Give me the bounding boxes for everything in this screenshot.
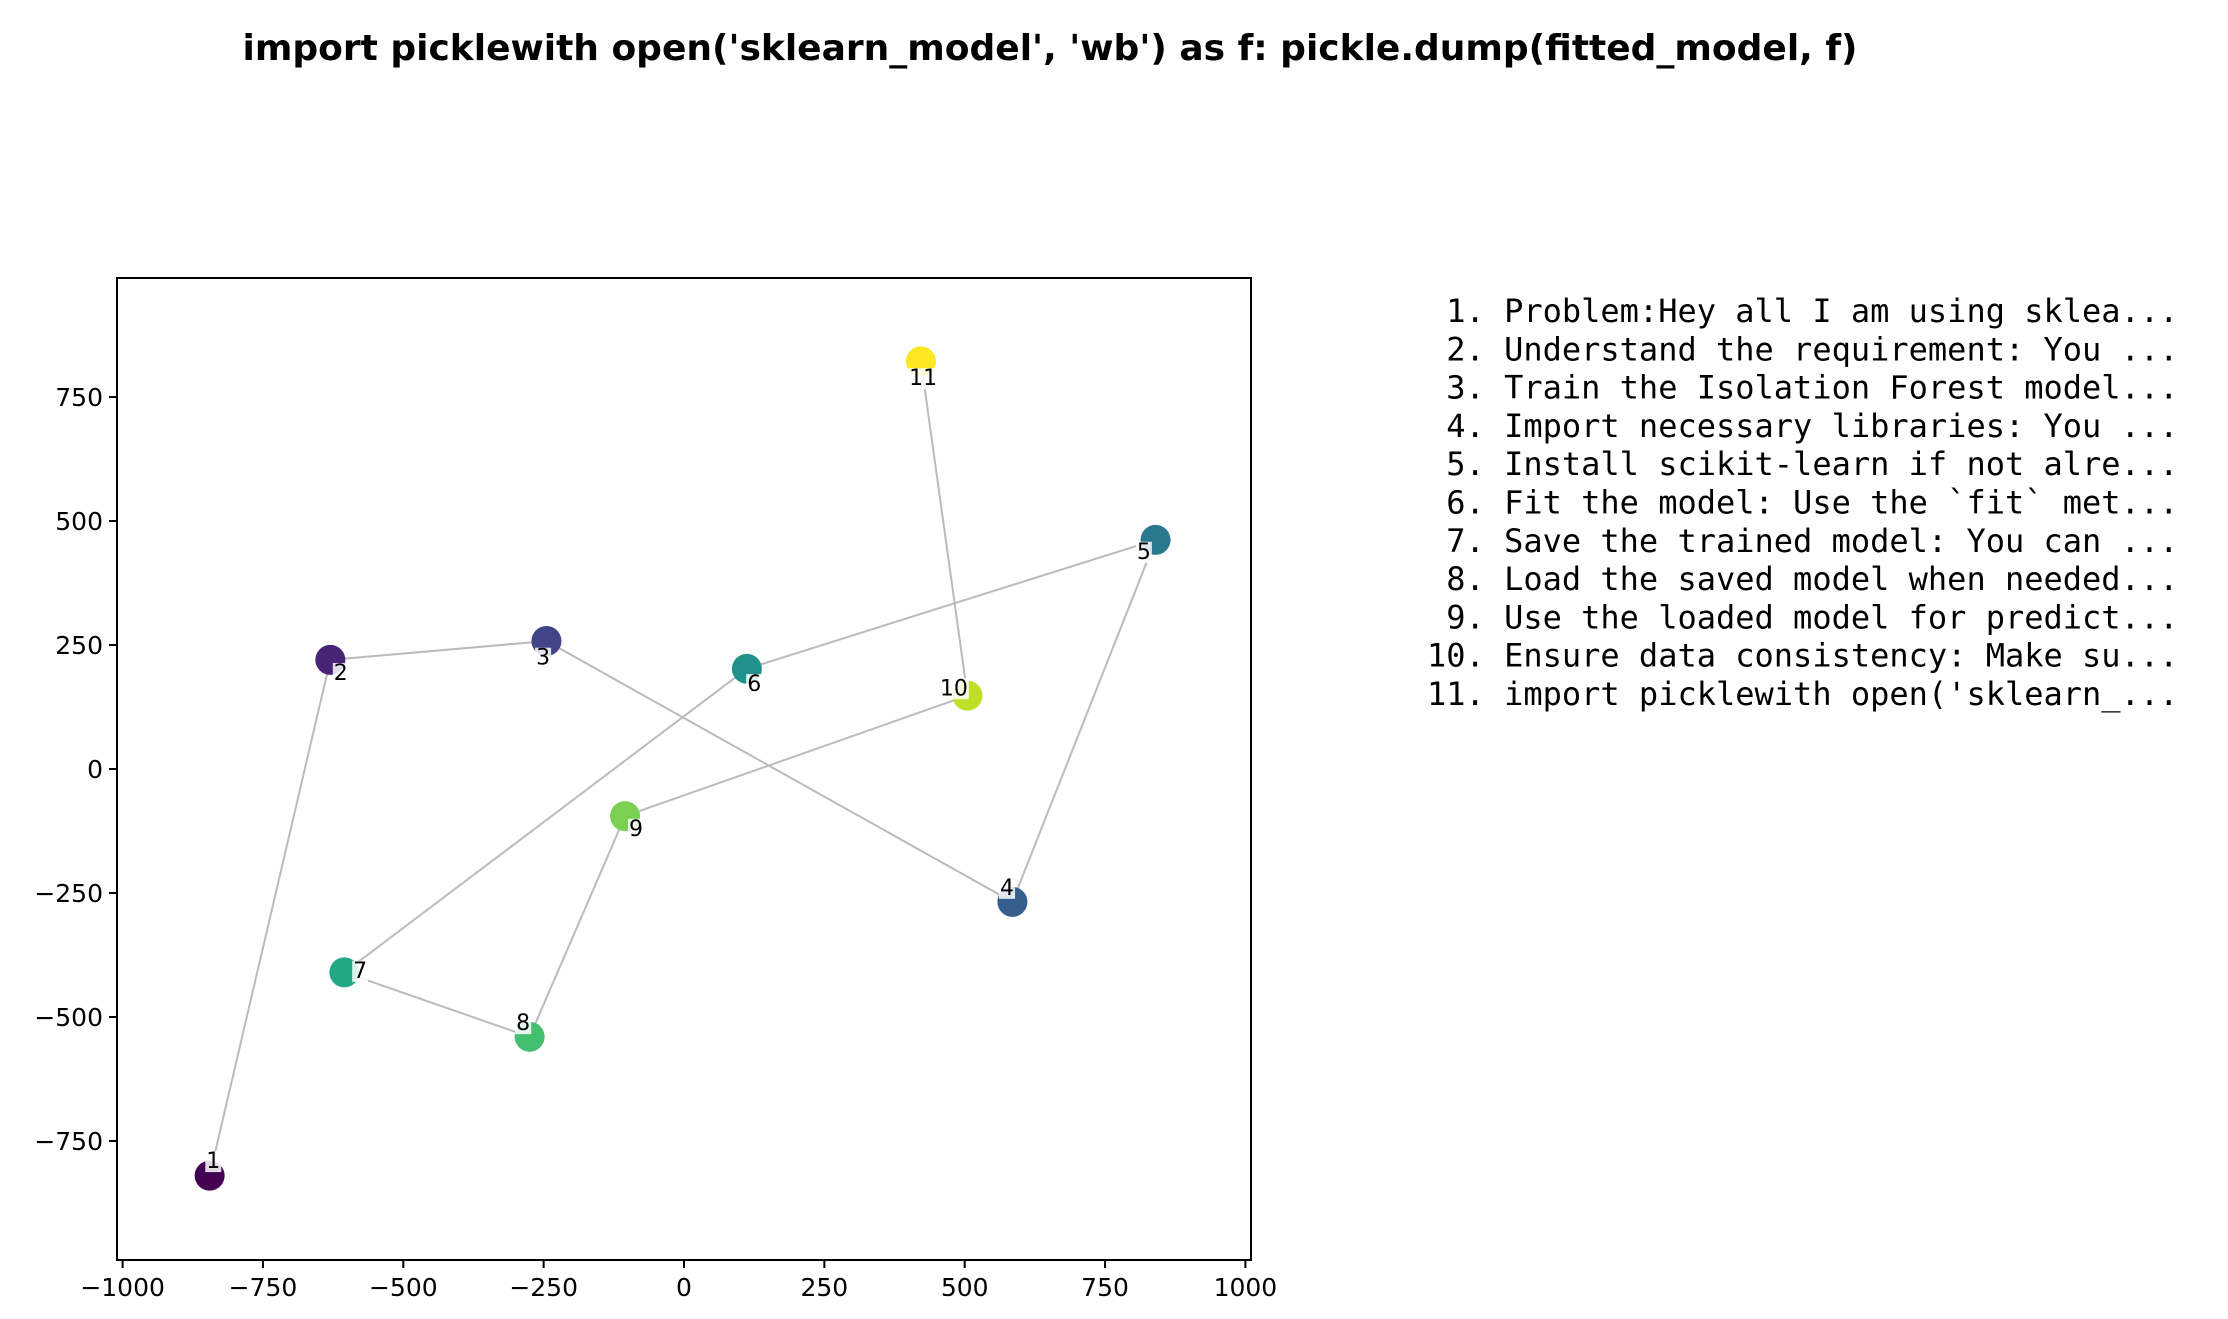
x-tick-label: −1000 (80, 1273, 165, 1302)
point-label-background (908, 368, 939, 390)
point-label: 5 (1137, 540, 1151, 565)
legend-item: 5. Install scikit-learn if not alre... (1427, 445, 2178, 483)
x-tick-label: −250 (509, 1273, 578, 1302)
connector-line (545, 640, 1013, 903)
legend-item: 10. Ensure data consistency: Make su... (1427, 637, 2178, 675)
connector-line (746, 538, 1156, 670)
legend-item: 8. Load the saved model when needed... (1427, 560, 2178, 598)
connector-line (919, 361, 969, 696)
connector-line (330, 640, 547, 661)
plot-area-frame (116, 277, 1252, 1261)
point-label: 9 (629, 817, 643, 842)
point-label: 2 (334, 661, 348, 686)
connector-line (1011, 539, 1157, 903)
y-tick-label: −750 (34, 1127, 103, 1156)
y-axis: −750 −500 −250 0 250 500 750 (34, 383, 117, 1156)
point-label-background (515, 1013, 532, 1035)
point-labels: 1 2 3 4 5 6 7 8 9 10 11 (205, 366, 1152, 1174)
x-tick-label: 250 (800, 1273, 848, 1302)
chart-title: import picklewith open('sklearn_model', … (242, 28, 1857, 69)
y-tick-label: 250 (55, 631, 103, 660)
x-axis: −1000 −750 −500 −250 0 250 500 750 1000 (80, 1260, 1277, 1302)
legend-item: 11. import picklewith open('sklearn_... (1427, 675, 2178, 713)
y-tick-label: 0 (87, 755, 103, 784)
point-label-background (535, 647, 552, 669)
x-tick-label: −500 (369, 1273, 438, 1302)
y-tick-label: −250 (34, 879, 103, 908)
point-label: 11 (909, 366, 937, 391)
x-tick-label: 500 (941, 1273, 989, 1302)
point-label: 4 (1000, 876, 1014, 901)
point-label: 7 (353, 959, 367, 984)
y-tick-label: 750 (55, 383, 103, 412)
legend-item: 7. Save the trained model: You can ... (1427, 522, 2178, 560)
connector-line (343, 668, 748, 974)
connector-lines (208, 361, 1157, 1176)
data-point (329, 957, 360, 988)
point-label-background (352, 960, 369, 982)
point-label-background (1135, 541, 1152, 563)
x-tick-label: 750 (1081, 1273, 1129, 1302)
point-label-background (746, 674, 763, 696)
legend-item: 9. Use the loaded model for predict... (1427, 598, 2178, 636)
y-tick-label: −500 (34, 1003, 103, 1032)
x-tick-label: 1000 (1214, 1273, 1278, 1302)
connector-line (344, 971, 530, 1038)
legend-item: 6. Fit the model: Use the `fit` met... (1427, 484, 2178, 522)
point-label: 1 (206, 1149, 220, 1174)
point-label: 6 (747, 672, 761, 697)
data-points (194, 346, 1171, 1191)
connector-line (624, 694, 968, 818)
connector-line (208, 659, 332, 1176)
point-label-background (627, 818, 644, 840)
point-label-background (999, 877, 1016, 899)
point-label: 8 (516, 1011, 530, 1036)
point-label-background (332, 662, 349, 684)
y-tick-label: 500 (55, 507, 103, 536)
legend: 1. Problem:Hey all I am using sklea... 2… (1427, 292, 2178, 713)
x-tick-label: 0 (676, 1273, 692, 1302)
legend-item: 3. Train the Isolation Forest model... (1427, 369, 2178, 407)
point-label-background (938, 678, 969, 700)
point-label: 3 (536, 646, 550, 671)
point-label: 10 (940, 676, 968, 701)
x-tick-label: −750 (229, 1273, 298, 1302)
legend-item: 2. Understand the requirement: You ... (1427, 330, 2178, 368)
point-label-background (205, 1151, 222, 1173)
connector-line (528, 815, 626, 1038)
legend-item: 1. Problem:Hey all I am using sklea... (1427, 292, 2178, 330)
legend-item: 4. Import necessary libraries: You ... (1427, 407, 2178, 445)
